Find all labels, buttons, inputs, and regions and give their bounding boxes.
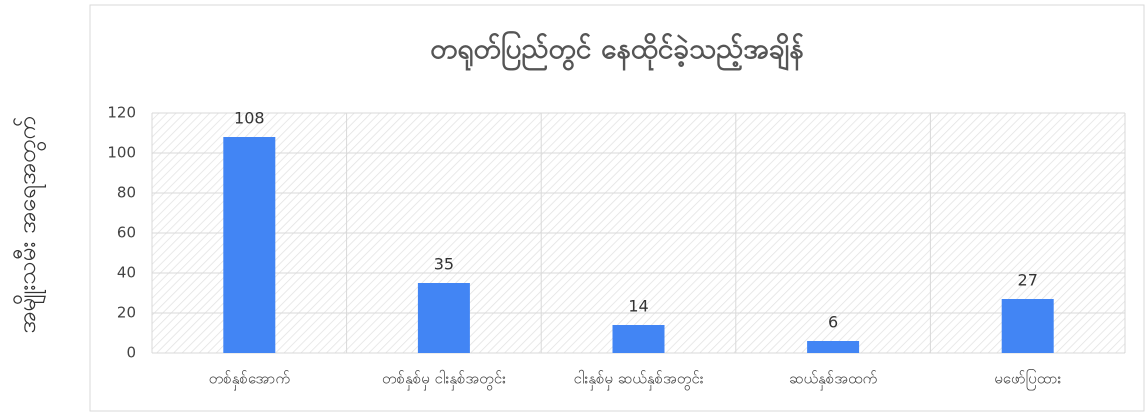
y-tick-label: 60 <box>117 224 136 242</box>
x-tick-label: တစ်နှစ်အောက် <box>209 370 290 391</box>
data-label: 6 <box>828 313 838 332</box>
bar <box>612 325 665 353</box>
bar <box>807 341 860 353</box>
y-tick-label: 0 <box>126 344 136 362</box>
data-label: 35 <box>434 255 454 274</box>
y-tick-label: 20 <box>117 304 136 322</box>
data-label: 27 <box>1018 271 1038 290</box>
x-tick-label: မဖော်ပြထား <box>994 369 1061 391</box>
x-tick-label: ဆယ်နှစ်အထက် <box>789 370 877 391</box>
data-label: 108 <box>234 109 265 128</box>
bar <box>223 137 276 353</box>
y-tick-label: 40 <box>117 264 136 282</box>
bar <box>1001 299 1054 353</box>
bar <box>417 283 470 353</box>
y-tick-label: 100 <box>107 144 136 162</box>
y-tick-label: 80 <box>117 184 136 202</box>
y-axis-label: အမျိုးသမီး အရေအတွက် <box>12 116 47 333</box>
x-tick-label: တစ်နှစ်မှ ငါးနှစ်အတွင်း <box>382 370 506 391</box>
data-label: 14 <box>628 297 648 316</box>
x-tick-label: ငါးနှစ်မှ ဆယ်နှစ်အတွင်း <box>574 370 704 391</box>
y-tick-label: 120 <box>107 104 136 122</box>
